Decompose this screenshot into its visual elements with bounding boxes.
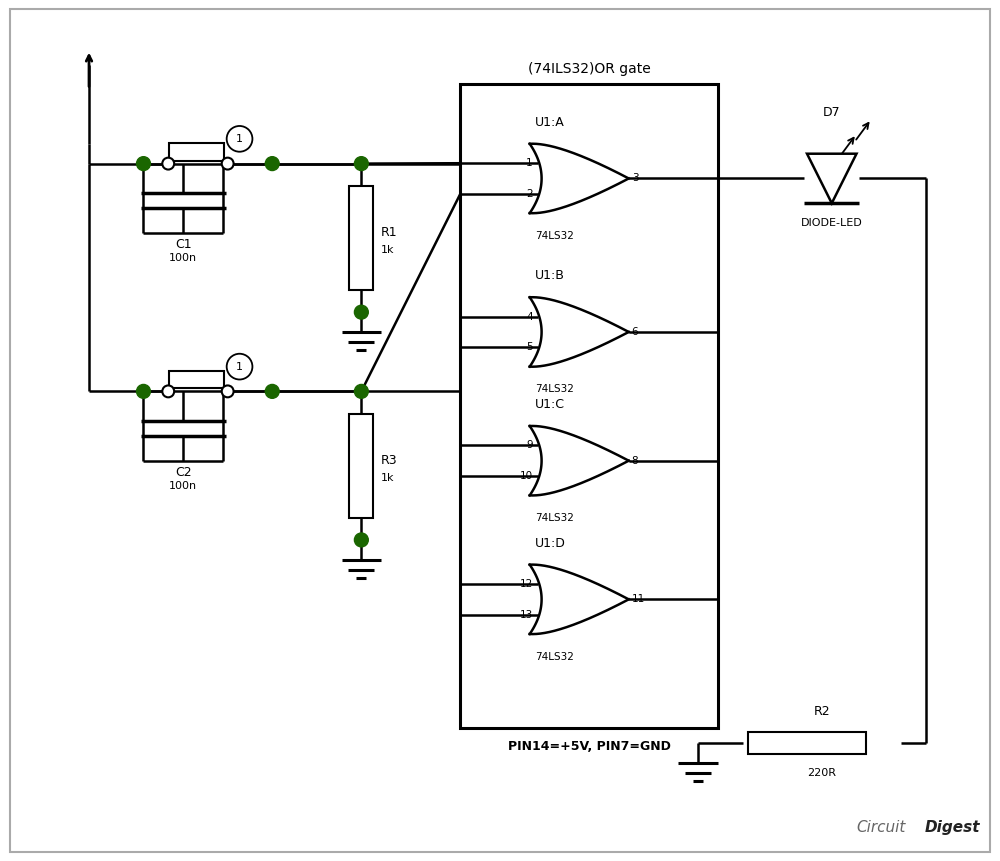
Text: 1: 1 [236, 362, 243, 372]
Text: Digest: Digest [925, 820, 980, 834]
Circle shape [222, 386, 234, 397]
Text: 8: 8 [632, 455, 638, 466]
Text: 4: 4 [526, 312, 533, 322]
Text: R1: R1 [381, 226, 398, 239]
Circle shape [265, 157, 279, 170]
Circle shape [354, 533, 368, 547]
FancyBboxPatch shape [169, 143, 224, 161]
Text: Circuit: Circuit [857, 820, 906, 834]
Circle shape [354, 157, 368, 170]
Text: 11: 11 [632, 594, 645, 604]
Polygon shape [807, 154, 857, 203]
Text: 100n: 100n [169, 480, 197, 491]
Text: 1: 1 [236, 133, 243, 144]
Circle shape [162, 158, 174, 170]
Text: U1:A: U1:A [535, 116, 564, 129]
Text: 10: 10 [520, 471, 533, 481]
Text: 3: 3 [632, 173, 638, 183]
Text: C2: C2 [175, 466, 191, 479]
Text: U1:C: U1:C [535, 398, 565, 412]
Text: 74LS32: 74LS32 [535, 385, 574, 394]
Text: DIODE-LED: DIODE-LED [801, 218, 863, 228]
Circle shape [137, 157, 150, 170]
Circle shape [162, 386, 174, 397]
FancyBboxPatch shape [748, 732, 866, 754]
Circle shape [227, 354, 252, 380]
Text: 12: 12 [519, 579, 533, 589]
Text: R3: R3 [381, 455, 398, 468]
Text: U1:D: U1:D [535, 537, 566, 550]
Circle shape [354, 305, 368, 319]
Text: 2: 2 [526, 189, 533, 199]
Circle shape [227, 126, 252, 152]
Text: 74LS32: 74LS32 [535, 652, 574, 662]
Text: 74LS32: 74LS32 [535, 513, 574, 523]
Circle shape [354, 385, 368, 399]
Circle shape [265, 385, 279, 399]
Text: PIN14=+5V, PIN7=GND: PIN14=+5V, PIN7=GND [508, 740, 671, 753]
FancyBboxPatch shape [349, 186, 373, 290]
Text: 100n: 100n [169, 253, 197, 263]
Circle shape [137, 385, 150, 399]
Text: 6: 6 [632, 327, 638, 337]
Text: (74ILS32)OR gate: (74ILS32)OR gate [528, 63, 651, 77]
Text: 1k: 1k [381, 245, 395, 255]
Text: 9: 9 [526, 441, 533, 450]
Text: D7: D7 [823, 106, 841, 119]
FancyBboxPatch shape [169, 370, 224, 388]
Text: 74LS32: 74LS32 [535, 231, 574, 241]
Text: U1:B: U1:B [535, 269, 565, 282]
Text: 220R: 220R [807, 768, 836, 777]
Circle shape [222, 158, 234, 170]
Text: R2: R2 [814, 705, 830, 718]
Text: 13: 13 [519, 610, 533, 620]
Text: C1: C1 [175, 238, 191, 251]
Text: 5: 5 [526, 342, 533, 352]
FancyBboxPatch shape [349, 413, 373, 517]
FancyBboxPatch shape [10, 9, 990, 852]
Text: 1k: 1k [381, 473, 395, 482]
FancyBboxPatch shape [460, 84, 718, 728]
Text: 1: 1 [526, 158, 533, 168]
